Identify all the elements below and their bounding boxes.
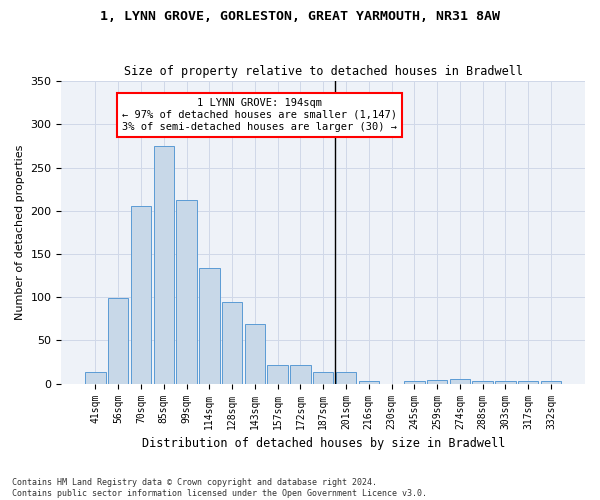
Bar (404, 381, 425, 384)
Text: 1 LYNN GROVE: 194sqm
← 97% of detached houses are smaller (1,147)
3% of semi-det: 1 LYNN GROVE: 194sqm ← 97% of detached h… (122, 98, 397, 132)
Bar (495, 381, 515, 384)
Bar (449, 380, 470, 384)
Title: Size of property relative to detached houses in Bradwell: Size of property relative to detached ho… (124, 66, 523, 78)
X-axis label: Distribution of detached houses by size in Bradwell: Distribution of detached houses by size … (142, 437, 505, 450)
Bar (290, 364, 311, 384)
Bar (154, 146, 174, 384)
Bar (245, 324, 265, 384)
Bar (222, 302, 242, 384)
Bar (427, 380, 448, 384)
Text: Contains HM Land Registry data © Crown copyright and database right 2024.
Contai: Contains HM Land Registry data © Crown c… (12, 478, 427, 498)
Bar (336, 372, 356, 384)
Bar (199, 268, 220, 384)
Bar (541, 381, 561, 384)
Bar (472, 381, 493, 384)
Bar (518, 381, 538, 384)
Bar (176, 200, 197, 384)
Bar (131, 206, 151, 384)
Bar (108, 298, 128, 384)
Text: 1, LYNN GROVE, GORLESTON, GREAT YARMOUTH, NR31 8AW: 1, LYNN GROVE, GORLESTON, GREAT YARMOUTH… (100, 10, 500, 23)
Bar (85, 372, 106, 384)
Bar (359, 381, 379, 384)
Bar (268, 364, 288, 384)
Y-axis label: Number of detached properties: Number of detached properties (15, 144, 25, 320)
Bar (313, 372, 334, 384)
